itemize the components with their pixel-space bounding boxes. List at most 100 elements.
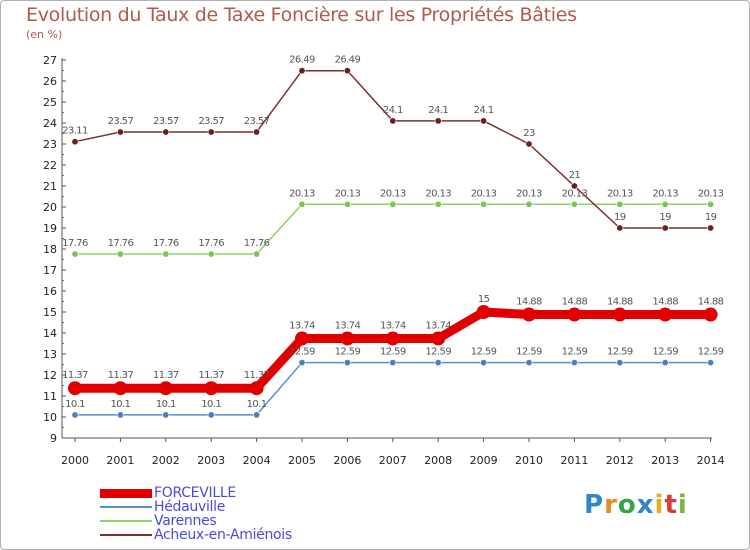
data-point bbox=[385, 331, 400, 346]
data-label: 23 bbox=[523, 128, 535, 139]
x-tick-label: 2014 bbox=[697, 454, 725, 467]
data-label: 12.59 bbox=[425, 347, 451, 358]
y-tick-label: 24 bbox=[43, 117, 57, 130]
data-point bbox=[162, 250, 170, 258]
legend-item: FORCEVILLE bbox=[100, 485, 360, 501]
legend: FORCEVILLE Hédauville Varennes Acheux-en-Am… bbox=[100, 485, 360, 543]
data-label: 17.76 bbox=[108, 238, 134, 249]
data-point bbox=[658, 307, 673, 322]
data-point bbox=[249, 381, 264, 396]
data-point bbox=[707, 359, 715, 367]
y-tick-label: 25 bbox=[43, 96, 57, 109]
data-label: 12.59 bbox=[471, 347, 497, 358]
data-label: 20.13 bbox=[289, 188, 315, 199]
data-label: 20.13 bbox=[471, 188, 497, 199]
x-tick-label: 2009 bbox=[470, 454, 498, 467]
y-tick-label: 20 bbox=[43, 201, 57, 214]
data-label: 17.76 bbox=[153, 238, 179, 249]
data-point bbox=[343, 359, 351, 367]
data-point bbox=[703, 307, 718, 322]
data-label: 20.13 bbox=[516, 188, 542, 199]
data-point bbox=[71, 138, 79, 146]
x-tick-label: 2013 bbox=[651, 454, 679, 467]
axes: 9 10 11 12 13 14 15 16 17 18 19 20 21 22 23 24 25 26 27 200… bbox=[43, 54, 725, 467]
data-point bbox=[71, 250, 79, 258]
data-point bbox=[661, 359, 669, 367]
legend-swatch bbox=[100, 534, 152, 536]
data-point bbox=[707, 200, 715, 208]
y-tick-label: 19 bbox=[43, 222, 57, 235]
data-label: 20.13 bbox=[380, 188, 406, 199]
data-label: 10.1 bbox=[156, 399, 176, 410]
data-point bbox=[525, 200, 533, 208]
y-tick-label: 16 bbox=[43, 285, 57, 298]
data-point bbox=[661, 200, 669, 208]
x-tick-label: 2005 bbox=[288, 454, 316, 467]
data-label: 12.59 bbox=[698, 347, 724, 358]
y-tick-label: 23 bbox=[43, 138, 57, 151]
data-point bbox=[525, 359, 533, 367]
data-label: 14.88 bbox=[562, 297, 588, 308]
data-point bbox=[340, 331, 355, 346]
data-point bbox=[616, 359, 624, 367]
x-tick-label: 2003 bbox=[197, 454, 225, 467]
chart-title: Evolution du Taux de Taxe Foncière sur l… bbox=[26, 4, 577, 26]
data-label: 24.1 bbox=[428, 105, 448, 116]
data-label: 12.59 bbox=[652, 347, 678, 358]
data-point bbox=[434, 200, 442, 208]
data-point bbox=[343, 200, 351, 208]
data-point bbox=[298, 67, 306, 75]
data-label: 13.74 bbox=[335, 320, 361, 331]
data-label: 23.11 bbox=[62, 126, 88, 137]
x-tick-label: 2006 bbox=[333, 454, 361, 467]
y-tick-label: 13 bbox=[43, 348, 57, 361]
data-point bbox=[116, 411, 124, 419]
y-tick-label: 18 bbox=[43, 243, 57, 256]
data-label: 24.1 bbox=[474, 105, 494, 116]
legend-label: Acheux-en-Amiénois bbox=[154, 527, 292, 543]
data-label: 23.57 bbox=[108, 116, 134, 127]
data-point bbox=[570, 182, 578, 190]
data-label: 14.88 bbox=[607, 297, 633, 308]
series-layer bbox=[68, 67, 718, 419]
data-point bbox=[295, 331, 309, 346]
data-label: 14.88 bbox=[516, 297, 542, 308]
data-point bbox=[431, 331, 446, 346]
data-point bbox=[570, 200, 578, 208]
data-label: 12.59 bbox=[380, 347, 406, 358]
data-label: 17.76 bbox=[62, 238, 88, 249]
data-point bbox=[158, 381, 173, 396]
data-point bbox=[207, 411, 215, 419]
data-point bbox=[343, 67, 351, 75]
data-point bbox=[207, 128, 215, 136]
data-label: 20.13 bbox=[562, 188, 588, 199]
data-label: 12.59 bbox=[335, 347, 361, 358]
data-point bbox=[162, 128, 170, 136]
x-tick-label: 2002 bbox=[152, 454, 180, 467]
data-point bbox=[616, 224, 624, 232]
data-label: 17.76 bbox=[198, 238, 224, 249]
x-tick-label: 2000 bbox=[61, 454, 89, 467]
data-label: 12.59 bbox=[289, 347, 315, 358]
data-point bbox=[116, 250, 124, 258]
data-point bbox=[253, 411, 261, 419]
data-point bbox=[116, 128, 124, 136]
data-point bbox=[661, 224, 669, 232]
y-tick-label: 9 bbox=[50, 432, 57, 445]
data-label: 10.1 bbox=[65, 399, 85, 410]
x-tick-label: 2008 bbox=[424, 454, 452, 467]
x-tick-label: 2012 bbox=[606, 454, 634, 467]
data-point bbox=[389, 359, 397, 367]
data-point bbox=[567, 307, 582, 322]
data-label: 11.37 bbox=[244, 370, 270, 381]
data-point bbox=[480, 200, 488, 208]
data-point bbox=[298, 359, 306, 367]
y-tick-label: 27 bbox=[43, 54, 57, 67]
legend-swatch bbox=[100, 506, 152, 508]
data-point bbox=[162, 411, 170, 419]
data-label: 14.88 bbox=[698, 297, 724, 308]
legend-item: Acheux-en-Amiénois bbox=[100, 527, 360, 543]
data-label: 13.74 bbox=[380, 320, 406, 331]
